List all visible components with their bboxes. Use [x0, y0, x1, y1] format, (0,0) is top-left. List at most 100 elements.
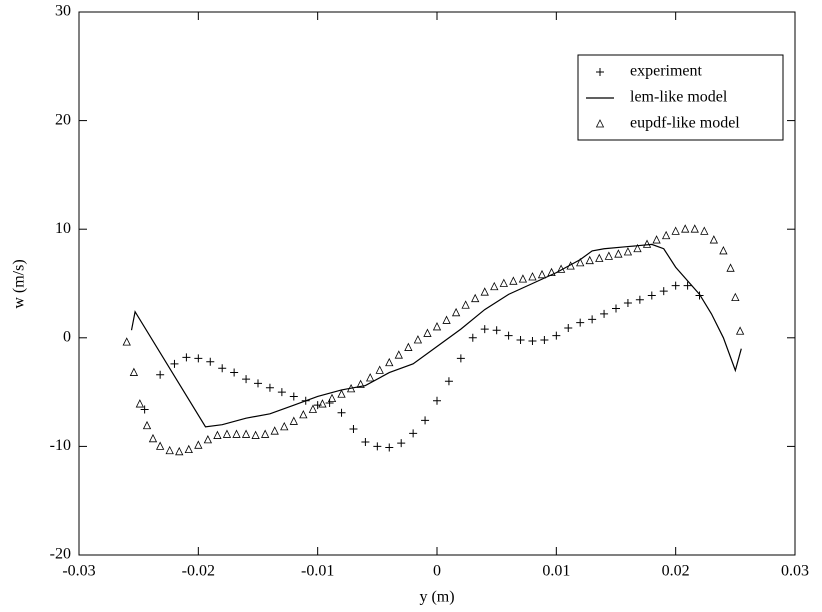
plus-marker	[194, 354, 203, 363]
triangle-marker	[203, 434, 213, 444]
triangle-marker	[451, 307, 461, 317]
plus-marker	[540, 335, 549, 344]
triangle-marker	[241, 429, 251, 438]
triangle-marker	[346, 383, 356, 393]
y-tick-label: -10	[50, 437, 71, 454]
triangle-marker	[490, 281, 499, 291]
plus-marker	[170, 359, 179, 368]
plus-marker	[576, 318, 585, 327]
plus-marker	[504, 331, 513, 340]
triangle-marker	[308, 404, 318, 413]
x-tick-label: 0.01	[542, 563, 570, 580]
triangle-marker	[642, 239, 652, 248]
y-tick-label: 0	[63, 328, 71, 345]
triangle-marker	[614, 249, 623, 258]
triangle-marker	[509, 276, 518, 285]
plus-marker	[206, 357, 215, 366]
plus-marker	[218, 364, 227, 373]
triangle-marker	[690, 224, 699, 233]
plus-marker	[623, 299, 632, 308]
triangle-marker	[142, 420, 152, 430]
triangle-marker	[135, 399, 145, 408]
legend-label: experiment	[630, 63, 703, 80]
triangle-marker	[471, 293, 480, 303]
triangle-marker	[719, 246, 728, 255]
plus-marker	[337, 408, 346, 417]
triangle-marker	[652, 235, 661, 244]
triangle-marker	[547, 267, 556, 277]
plus-marker	[564, 324, 573, 333]
plus-marker	[289, 392, 298, 401]
plus-marker	[361, 438, 370, 447]
triangle-marker	[129, 367, 139, 376]
triangle-marker	[726, 263, 735, 272]
triangle-marker	[175, 446, 184, 456]
triangle-marker	[280, 421, 289, 431]
plus-marker	[659, 287, 668, 296]
plus-marker	[480, 325, 489, 334]
triangle-marker	[735, 326, 745, 335]
triangle-marker	[299, 410, 308, 419]
triangle-marker	[356, 379, 365, 388]
triangle-marker	[566, 261, 575, 270]
plus-marker	[516, 335, 525, 344]
plus-marker	[242, 375, 251, 384]
triangle-marker	[604, 251, 613, 260]
triangle-marker	[251, 430, 260, 439]
triangle-marker	[595, 119, 605, 128]
plus-marker	[552, 331, 561, 340]
x-tick-label: 0.02	[662, 563, 690, 580]
triangle-marker	[556, 264, 566, 273]
triangle-marker	[661, 230, 671, 240]
triangle-marker	[681, 224, 690, 233]
triangle-marker	[709, 235, 719, 244]
y-axis-label: w (m/s)	[11, 259, 28, 308]
plus-marker	[528, 337, 537, 346]
plus-marker	[397, 439, 406, 448]
plus-marker	[635, 295, 644, 304]
triangle-marker	[148, 433, 158, 443]
triangle-marker	[366, 373, 375, 382]
legend-label: lem-like model	[630, 89, 728, 106]
series-line	[130, 243, 742, 428]
plus-marker	[444, 377, 453, 386]
triangle-marker	[700, 226, 709, 235]
plus-marker	[421, 416, 430, 425]
triangle-marker	[585, 255, 594, 265]
y-tick-label: 10	[55, 220, 71, 237]
plus-marker	[468, 333, 477, 342]
triangle-marker	[289, 416, 298, 425]
x-tick-label: 0	[433, 563, 441, 580]
x-axis-label: y (m)	[419, 589, 454, 606]
plus-marker	[373, 442, 382, 451]
plus-marker	[456, 354, 465, 363]
triangle-marker	[122, 337, 131, 346]
triangle-marker	[499, 278, 508, 287]
legend-label: eupdf-like model	[630, 115, 740, 132]
triangle-marker	[318, 399, 327, 408]
triangle-marker	[155, 441, 165, 450]
plus-marker	[182, 353, 191, 362]
plus-marker	[683, 281, 692, 290]
triangle-marker	[385, 357, 394, 367]
triangle-marker	[270, 426, 279, 435]
plus-marker	[349, 425, 358, 434]
plus-marker	[265, 383, 274, 392]
triangle-marker	[375, 365, 384, 374]
triangle-marker	[413, 335, 423, 344]
triangle-marker	[261, 429, 270, 438]
plus-marker	[409, 429, 418, 438]
x-tick-label: 0.03	[781, 563, 809, 580]
triangle-marker	[213, 430, 222, 439]
plus-marker	[647, 291, 656, 300]
plus-marker	[325, 398, 334, 407]
x-tick-label: -0.02	[182, 563, 215, 580]
triangle-marker	[461, 300, 470, 309]
triangle-marker	[194, 440, 203, 449]
triangle-marker	[518, 274, 528, 283]
triangle-marker	[595, 253, 604, 262]
y-tick-label: -20	[50, 546, 71, 563]
plus-marker	[596, 68, 604, 76]
triangle-marker	[731, 292, 740, 302]
